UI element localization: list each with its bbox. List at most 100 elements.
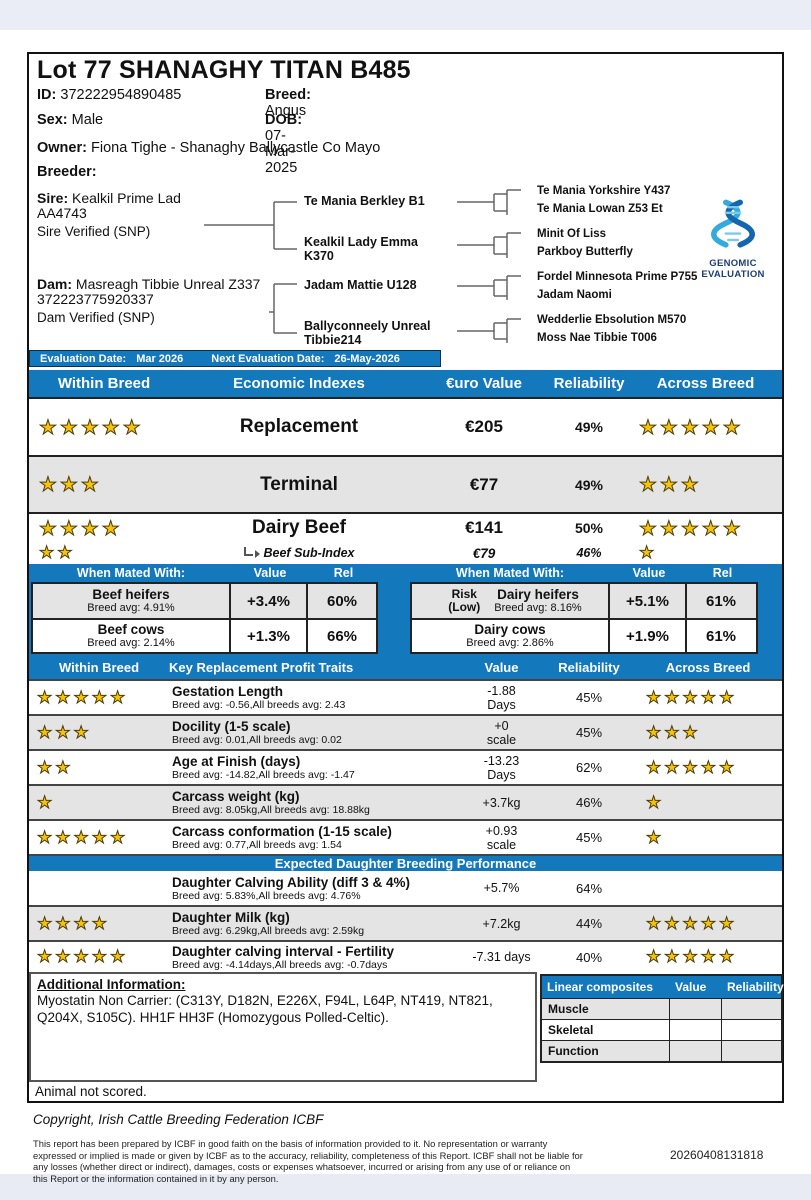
mated-value: +1.3% <box>231 620 308 652</box>
animal-not-scored-note: Animal not scored. <box>35 1084 147 1099</box>
great-grandparent-6: Jadam Naomi <box>537 289 612 301</box>
within-breed-stars: ★★★★★ <box>39 416 144 439</box>
trait-breed-avg: Breed avg: -4.14days,All breeds avg: -0.… <box>172 958 388 971</box>
within-breed-stars: ★★★★ <box>37 913 110 933</box>
trait-reliability: 62% <box>575 760 603 775</box>
mated-name: Dairy cows <box>474 622 546 637</box>
trait-value: +5.7% <box>483 881 520 895</box>
dam-name-line2: 372223775920337 <box>37 291 154 307</box>
mated-rel: 66% <box>326 627 358 645</box>
mated-breed-avg: Breed avg: 8.16% <box>494 602 582 614</box>
great-grandparent-8: Moss Nae Tibbie T006 <box>537 332 657 344</box>
grandparent-4: Ballyconneely Unreal Tibbie214 <box>304 319 431 347</box>
index-reliability: 50% <box>574 520 604 536</box>
dam-label: Dam: <box>37 276 73 292</box>
trait-reliability: 44% <box>575 916 603 931</box>
additional-information-box: Additional Information: Myostatin Non Ca… <box>29 972 537 1082</box>
report-body: Lot 77 SHANAGHY TITAN B485 ID: 372222954… <box>27 52 784 1103</box>
linear-value-cell <box>670 999 722 1019</box>
header-within-breed: Within Breed <box>58 660 140 675</box>
sub-index-name: Beef Sub-Index <box>179 546 419 560</box>
owner-row: Owner: Fiona Tighe - Shanaghy Ballycastl… <box>37 140 380 156</box>
id-label: ID: <box>37 87 57 103</box>
breeder-row: Breeder: <box>37 164 97 180</box>
sex-value: Male <box>71 112 104 128</box>
sex-row: Sex: Male DOB: 07-Mar-2025 <box>37 112 302 176</box>
mated-rel: 61% <box>705 592 737 610</box>
trait-name: Docility (1-5 scale) <box>172 719 291 734</box>
additional-information-title: Additional Information: <box>37 977 186 992</box>
grandparent-3: Jadam Mattie U128 <box>304 278 417 292</box>
across-breed-stars: ★★★ <box>639 474 702 497</box>
across-breed-stars: ★★★★★ <box>646 947 738 967</box>
breeder-label: Breeder: <box>37 164 97 180</box>
great-grandparent-2: Te Mania Lowan Z53 Et <box>537 203 663 215</box>
dob-pair: DOB: 07-Mar-2025 <box>265 112 302 176</box>
mated-name: Beef heifers <box>92 587 170 602</box>
copyright-line: Copyright, Irish Cattle Breeding Federat… <box>33 1112 324 1127</box>
trait-breed-avg: Breed avg: 0.77,All breeds avg: 1.54 <box>172 839 342 851</box>
trait-row-carcass-weight: ★ Carcass weight (kg) Breed avg: 8.05kg,… <box>29 784 782 819</box>
mated-breed-avg: Breed avg: 2.86% <box>466 637 554 649</box>
trait-row-carcass-conformation: ★★★★★ Carcass conformation (1-15 scale) … <box>29 819 782 854</box>
great-grandparent-5: Fordel Minnesota Prime P755 <box>537 271 698 283</box>
linear-rel-cell <box>722 1041 781 1061</box>
linear-header-name: Linear composites <box>547 980 654 994</box>
next-evaluation-date-value: 26-May-2026 <box>334 352 400 365</box>
breed-value: Angus <box>265 103 307 119</box>
animal-header: Lot 77 SHANAGHY TITAN B485 ID: 372222954… <box>29 54 782 185</box>
trait-breed-avg: Breed avg: 6.29kg,All breeds avg: 2.59kg <box>172 925 365 937</box>
logo-text-line2: EVALUATION <box>701 269 765 280</box>
within-breed-stars: ★★★★★ <box>37 947 129 967</box>
index-euro-value: €77 <box>469 474 499 494</box>
within-breed-stars: ★ <box>37 792 56 812</box>
dam-verified: Dam Verified (SNP) <box>37 310 155 325</box>
page-title: Lot 77 SHANAGHY TITAN B485 <box>37 56 411 84</box>
daughter-performance-band: Expected Daughter Breeding Performance <box>29 854 782 871</box>
additional-information-text: Myostatin Non Carrier: (C313Y, D182N, E2… <box>37 993 493 1025</box>
linear-row-function: Function <box>542 1040 781 1061</box>
dob-label: DOB: <box>265 112 303 128</box>
evaluation-date-label: Evaluation Date: <box>40 352 127 365</box>
across-breed-stars: ★ <box>639 543 658 563</box>
trait-reliability: 40% <box>575 949 603 965</box>
great-grandparent-7: Wedderlie Ebsolution M570 <box>537 314 687 326</box>
linear-value-cell <box>670 1020 722 1040</box>
header-across-breed: Across Breed <box>665 660 751 675</box>
mated-dairy-header: When Mated With: Value Rel <box>410 564 758 582</box>
sire-block: Sire: Kealkil Prime Lad AA4743 Sire Veri… <box>37 191 307 240</box>
pedigree-section: Sire: Kealkil Prime Lad AA4743 Sire Veri… <box>29 185 782 350</box>
id-row: ID: 372222954890485 Breed: Angus <box>37 87 311 119</box>
mated-breed-avg: Breed avg: 4.91% <box>87 602 175 614</box>
trait-name: Daughter Calving Ability (diff 3 & 4%) <box>172 874 411 890</box>
breed-label: Breed: <box>265 87 311 103</box>
trait-row-docility: ★★★ Docility (1-5 scale) Breed avg: 0.01… <box>29 714 782 749</box>
breed-pair: Breed: Angus <box>265 87 311 119</box>
report-reference-number: 20260408131818 <box>670 1148 764 1162</box>
linear-rel-cell <box>722 999 781 1019</box>
within-breed-stars: ★★ <box>37 757 74 777</box>
trait-reliability: 45% <box>575 725 603 740</box>
evaluation-date-value: Mar 2026 <box>136 352 184 365</box>
arrowhead-icon <box>254 550 260 558</box>
trait-value: +7.2kg <box>482 916 521 931</box>
across-breed-stars: ★★★★★ <box>639 517 744 540</box>
index-row-dairy-beef: ★★★★ Dairy Beef €141 50% ★★★★★ ★★ Beef S… <box>29 512 782 564</box>
beef-sub-index-row: ★★ Beef Sub-Index €79 46% ★ <box>29 542 782 564</box>
header-across-breed: Across Breed <box>656 375 755 392</box>
trait-name: Daughter calving interval - Fertility <box>172 943 395 959</box>
sire-name-line2: AA4743 <box>37 205 87 221</box>
disclaimer-text: This report has been prepared by ICBF in… <box>33 1138 583 1184</box>
economic-indexes-header: Within Breed Economic Indexes €uro Value… <box>29 370 782 397</box>
header-traits: Key Replacement Profit Traits <box>169 660 354 675</box>
great-grandparent-4: Parkboy Butterfly <box>537 246 633 258</box>
trait-breed-avg: Breed avg: -0.56,All breeds avg: 2.43 <box>172 699 346 711</box>
trait-name: Age at Finish (days) <box>172 754 301 769</box>
trait-reliability: 46% <box>575 795 603 810</box>
header-value: Value <box>484 660 519 675</box>
mated-header-value: Value <box>253 566 287 580</box>
dam-block: Dam: Masreagh Tibbie Unreal Z337 3722237… <box>37 276 307 326</box>
linear-value-cell <box>670 1041 722 1061</box>
page-bottom-margin <box>0 1174 811 1200</box>
sex-label: Sex: <box>37 112 68 128</box>
